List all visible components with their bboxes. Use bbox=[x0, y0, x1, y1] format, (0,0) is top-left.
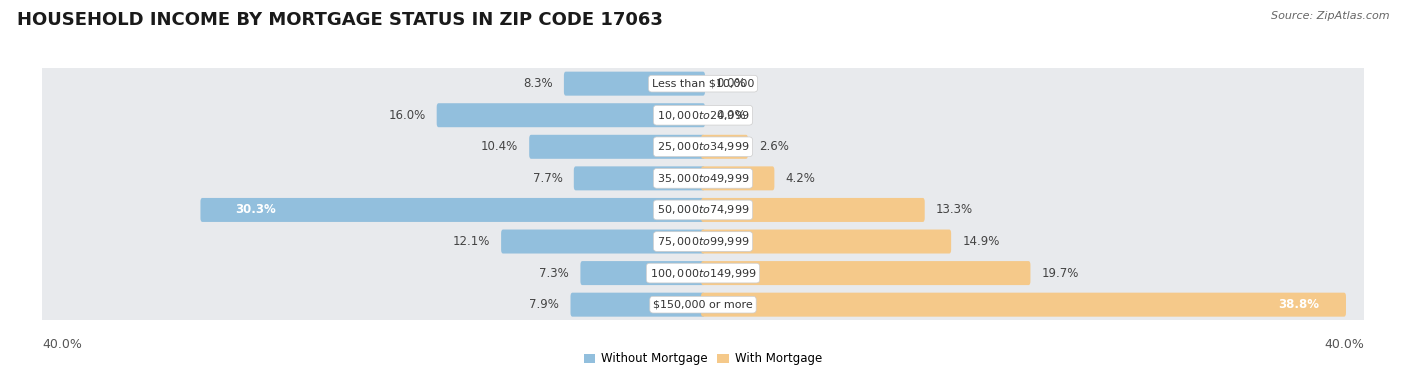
FancyBboxPatch shape bbox=[30, 225, 1376, 257]
FancyBboxPatch shape bbox=[30, 257, 1376, 289]
Text: 4.2%: 4.2% bbox=[786, 172, 815, 185]
Text: 16.0%: 16.0% bbox=[388, 109, 426, 122]
Text: 40.0%: 40.0% bbox=[42, 338, 82, 351]
FancyBboxPatch shape bbox=[501, 230, 704, 253]
FancyBboxPatch shape bbox=[571, 293, 704, 317]
Text: 10.4%: 10.4% bbox=[481, 140, 517, 153]
Text: 30.3%: 30.3% bbox=[235, 204, 276, 216]
FancyBboxPatch shape bbox=[201, 198, 704, 222]
Text: $75,000 to $99,999: $75,000 to $99,999 bbox=[657, 235, 749, 248]
Text: 7.9%: 7.9% bbox=[530, 298, 560, 311]
Text: 7.3%: 7.3% bbox=[540, 267, 569, 280]
Text: Source: ZipAtlas.com: Source: ZipAtlas.com bbox=[1271, 11, 1389, 21]
Text: 2.6%: 2.6% bbox=[759, 140, 789, 153]
FancyBboxPatch shape bbox=[30, 162, 1376, 195]
Text: $10,000 to $24,999: $10,000 to $24,999 bbox=[657, 109, 749, 122]
FancyBboxPatch shape bbox=[529, 135, 704, 159]
FancyBboxPatch shape bbox=[30, 99, 1376, 131]
Text: $150,000 or more: $150,000 or more bbox=[654, 300, 752, 310]
Text: 8.3%: 8.3% bbox=[523, 77, 553, 90]
FancyBboxPatch shape bbox=[30, 67, 1376, 100]
FancyBboxPatch shape bbox=[30, 288, 1376, 321]
Text: 40.0%: 40.0% bbox=[1324, 338, 1364, 351]
Text: 7.7%: 7.7% bbox=[533, 172, 562, 185]
Text: Less than $10,000: Less than $10,000 bbox=[652, 79, 754, 89]
FancyBboxPatch shape bbox=[30, 194, 1376, 226]
FancyBboxPatch shape bbox=[702, 198, 925, 222]
Text: $25,000 to $34,999: $25,000 to $34,999 bbox=[657, 140, 749, 153]
Text: $100,000 to $149,999: $100,000 to $149,999 bbox=[650, 267, 756, 280]
Text: 0.0%: 0.0% bbox=[716, 77, 745, 90]
Text: $35,000 to $49,999: $35,000 to $49,999 bbox=[657, 172, 749, 185]
Text: HOUSEHOLD INCOME BY MORTGAGE STATUS IN ZIP CODE 17063: HOUSEHOLD INCOME BY MORTGAGE STATUS IN Z… bbox=[17, 11, 662, 29]
FancyBboxPatch shape bbox=[702, 261, 1031, 285]
Legend: Without Mortgage, With Mortgage: Without Mortgage, With Mortgage bbox=[579, 348, 827, 370]
FancyBboxPatch shape bbox=[437, 103, 704, 127]
FancyBboxPatch shape bbox=[702, 166, 775, 190]
Text: 14.9%: 14.9% bbox=[962, 235, 1000, 248]
FancyBboxPatch shape bbox=[581, 261, 704, 285]
FancyBboxPatch shape bbox=[702, 293, 1346, 317]
Text: 38.8%: 38.8% bbox=[1278, 298, 1319, 311]
Text: 19.7%: 19.7% bbox=[1042, 267, 1078, 280]
Text: 0.0%: 0.0% bbox=[716, 109, 745, 122]
FancyBboxPatch shape bbox=[574, 166, 704, 190]
Text: 12.1%: 12.1% bbox=[453, 235, 489, 248]
FancyBboxPatch shape bbox=[564, 72, 704, 96]
Text: $50,000 to $74,999: $50,000 to $74,999 bbox=[657, 204, 749, 216]
Text: 13.3%: 13.3% bbox=[936, 204, 973, 216]
FancyBboxPatch shape bbox=[702, 230, 950, 253]
FancyBboxPatch shape bbox=[30, 131, 1376, 163]
FancyBboxPatch shape bbox=[702, 135, 748, 159]
